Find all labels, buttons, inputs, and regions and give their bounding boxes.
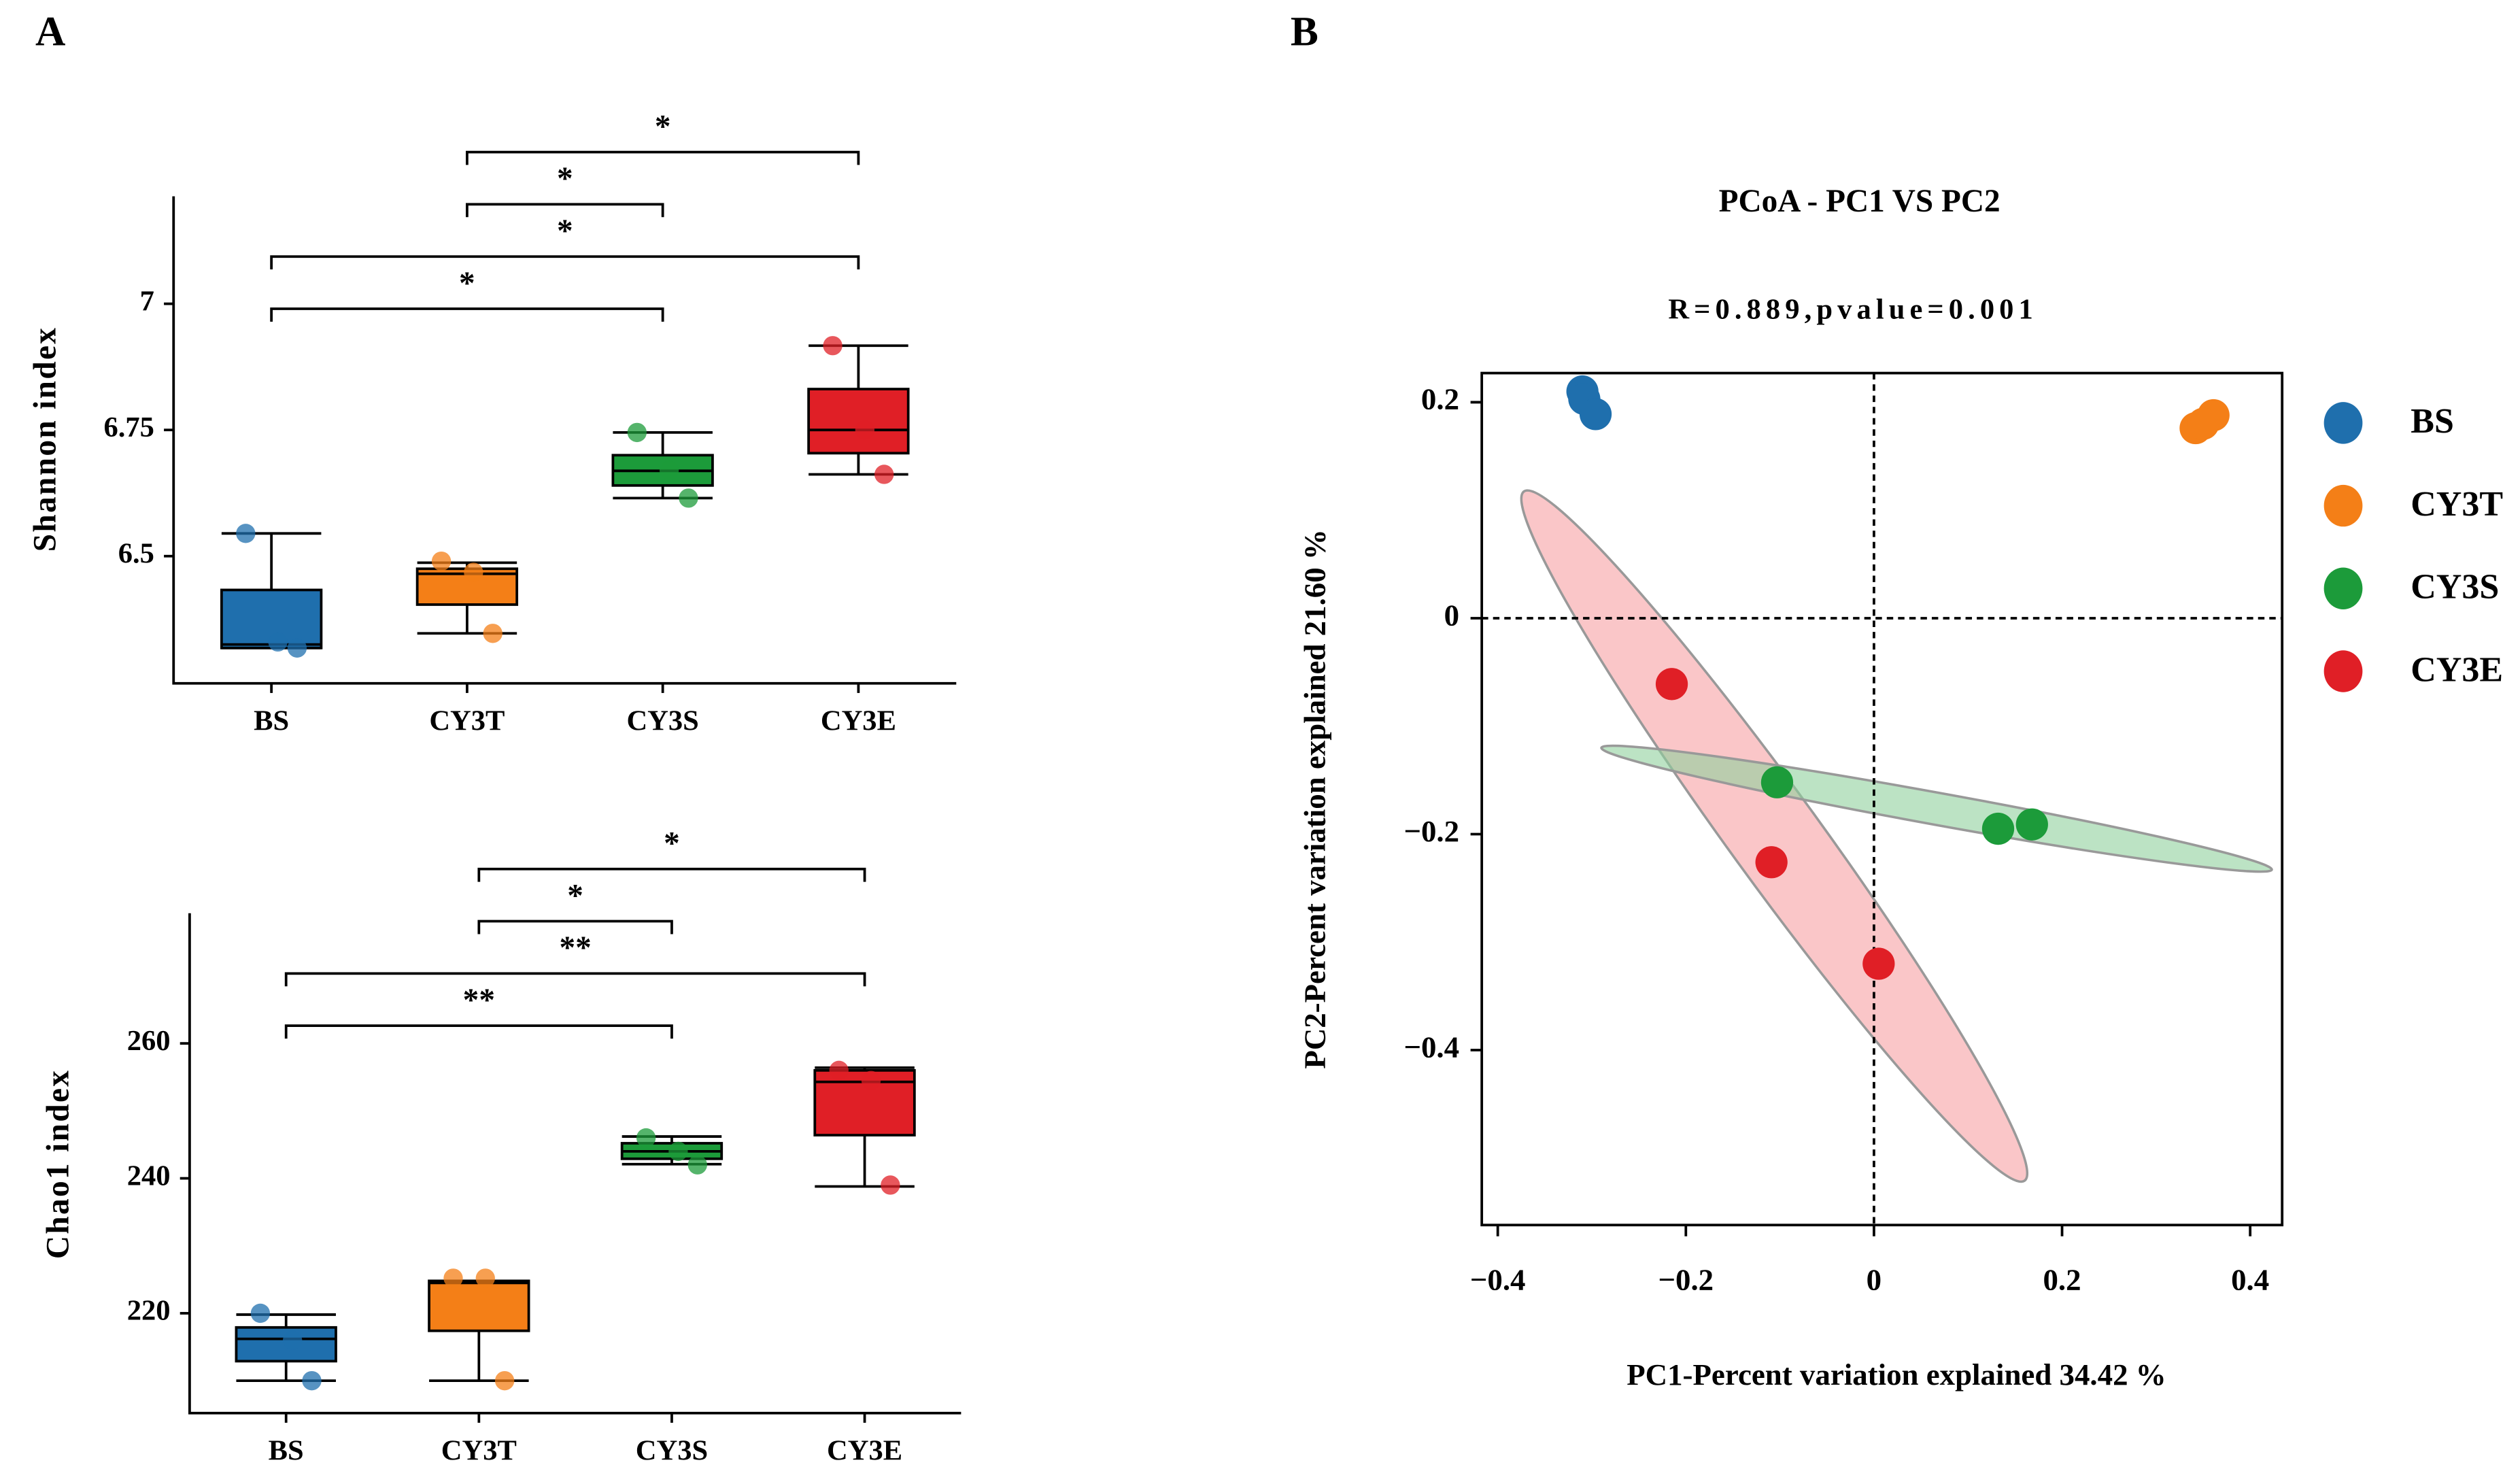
significance-bracket <box>466 150 860 165</box>
y-axis-label: Chao1 index <box>41 1069 76 1259</box>
x-tick-label: CY3T <box>429 705 505 737</box>
confidence-ellipse <box>1520 489 2029 1183</box>
point <box>250 1303 271 1323</box>
y-tick-label: −0.2 <box>1403 814 1459 848</box>
point <box>475 1268 495 1288</box>
x-tick-label: CY3E <box>827 1435 902 1467</box>
point <box>1655 668 1688 701</box>
significance-label: * <box>655 109 671 144</box>
y-tick-label: 6.5 <box>118 537 154 569</box>
significance-bracket <box>477 920 673 934</box>
point <box>679 488 698 508</box>
panel-label: A <box>35 8 65 54</box>
axis-line <box>172 196 957 685</box>
y-tick-label: 260 <box>127 1025 171 1057</box>
y-tick-label: 220 <box>127 1295 171 1327</box>
y-tick-label: 240 <box>127 1160 171 1192</box>
point <box>855 420 875 440</box>
legend-marker <box>2323 484 2363 527</box>
y-tick-label: −0.4 <box>1403 1030 1459 1064</box>
significance-label: ** <box>560 930 592 966</box>
chart-subtitle: R=0.889,pvalue=0.001 <box>1668 294 2038 326</box>
x-axis-label: PC1-Percent variation explained 34.42 % <box>1627 1357 2166 1392</box>
x-tick-label: 0.4 <box>2231 1263 2269 1297</box>
point <box>829 1060 849 1081</box>
point <box>659 460 679 480</box>
significance-label: * <box>557 161 573 197</box>
x-tick-label: CY3E <box>821 705 896 737</box>
point <box>268 632 288 652</box>
y-tick-label: 0.2 <box>1421 382 1459 416</box>
legend-label: BS <box>2411 402 2454 441</box>
significance-bracket <box>284 1024 673 1039</box>
significance-label: * <box>664 826 680 861</box>
point <box>1862 947 1895 980</box>
point <box>464 562 483 582</box>
significance-label: * <box>557 214 573 249</box>
chart-title: PCoA - PC1 VS PC2 <box>1719 184 2000 219</box>
point <box>1579 398 1612 431</box>
point <box>431 551 452 571</box>
point <box>861 1070 881 1090</box>
point <box>1760 766 1794 798</box>
significance-bracket <box>270 307 664 322</box>
point <box>287 638 307 658</box>
box <box>807 388 910 455</box>
y-tick-label: 7 <box>140 285 154 317</box>
point <box>2187 407 2219 440</box>
point <box>443 1268 463 1288</box>
significance-bracket <box>477 867 866 882</box>
significance-bracket <box>466 203 664 218</box>
plot-frame <box>1480 371 2284 1227</box>
point <box>636 1128 656 1148</box>
legend-marker <box>2323 567 2363 610</box>
point <box>2015 808 2048 841</box>
x-tick-label: BS <box>269 1435 304 1467</box>
legend-marker <box>2323 650 2363 692</box>
x-tick-label: CY3S <box>636 1435 708 1467</box>
significance-bracket <box>270 255 860 270</box>
significance-label: * <box>459 266 475 301</box>
point <box>687 1155 707 1175</box>
x-tick-label: −0.2 <box>1658 1263 1714 1297</box>
point <box>1981 812 2015 845</box>
point <box>874 465 894 484</box>
x-tick-label: CY3T <box>441 1435 517 1467</box>
point <box>483 624 503 643</box>
x-tick-label: CY3S <box>626 705 698 737</box>
y-tick-label: 0 <box>1444 598 1459 632</box>
significance-label: ** <box>463 983 495 1018</box>
point <box>1755 846 1788 879</box>
panel-label: B <box>1291 8 1318 54</box>
y-tick-label: 6.75 <box>103 411 154 443</box>
point <box>282 1330 303 1350</box>
point <box>236 524 256 543</box>
significance-label: * <box>567 878 583 913</box>
x-tick-label: BS <box>254 705 289 737</box>
legend-label: CY3S <box>2411 568 2499 607</box>
axis-line <box>188 913 961 1415</box>
x-tick-label: 0.2 <box>2043 1263 2081 1297</box>
legend-label: CY3E <box>2411 650 2503 689</box>
point <box>668 1141 688 1162</box>
y-axis-label: PC2-Percent variation explained 21.60 % <box>1297 529 1331 1068</box>
point <box>823 336 842 356</box>
x-tick-label: 0 <box>1867 1263 1882 1297</box>
legend-label: CY3T <box>2411 485 2503 524</box>
legend-marker <box>2323 402 2363 444</box>
point <box>494 1370 515 1391</box>
point <box>627 422 647 443</box>
box <box>428 1279 530 1332</box>
x-tick-label: −0.4 <box>1470 1263 1526 1297</box>
y-axis-label: Shannon index <box>28 326 63 552</box>
point <box>881 1175 900 1195</box>
significance-bracket <box>284 972 866 987</box>
point <box>302 1370 322 1391</box>
